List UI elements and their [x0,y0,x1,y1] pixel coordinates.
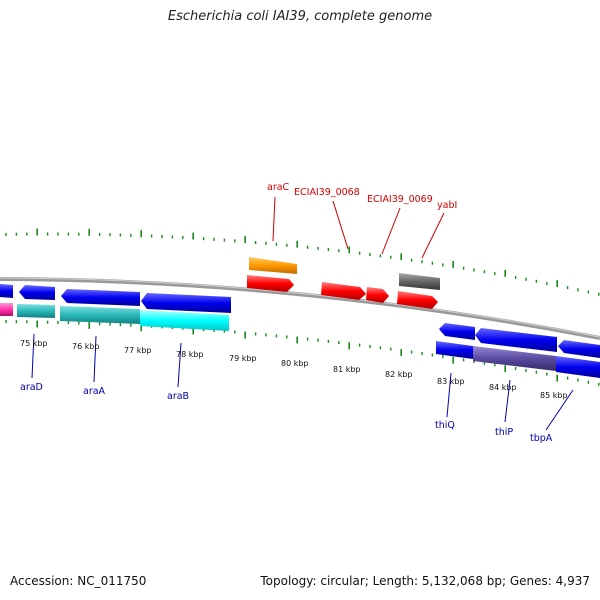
bottom-tick-track [5,320,600,386]
araa-label-connector [93,335,97,383]
cds-arab-cyan[interactable] [140,310,229,331]
top-tick-track [5,228,600,296]
kbp-label: 76 kbp [72,342,100,351]
genome-backbone [0,277,600,340]
gene-eciai39-0069[interactable] [366,287,389,303]
cds-arad-teal[interactable] [17,304,55,318]
kbp-label: 81 kbp [333,365,361,374]
cds-thip-purple[interactable] [473,346,556,371]
gene-yabi-cds[interactable] [397,291,438,309]
label-arad[interactable]: araD [20,382,43,393]
cds-pink[interactable] [0,303,13,316]
label-thiq[interactable]: thiQ [435,420,455,431]
kbp-label: 80 kbp [281,359,309,368]
gene-arab-blue[interactable] [141,293,231,313]
map-title: Escherichia coli IAI39, complete genome [167,9,433,24]
gene-arac-cds[interactable] [247,275,294,292]
gene-tbpa-blue[interactable] [558,340,600,358]
label-arab[interactable]: araB [167,391,189,402]
label-eciai39-0068[interactable]: ECIAI39_0068 [294,187,360,198]
yabi-label-connector [421,212,445,259]
cds-araa-teal[interactable] [60,306,140,324]
gene-left-edge-blue[interactable] [0,284,13,298]
accession-label: Accession: NC_011750 [10,574,147,588]
cds-tbpa-blue[interactable] [556,356,600,378]
kbp-label: 82 kbp [385,370,413,379]
arac-label-connector [272,196,276,242]
tbpa-label-connector [545,389,574,431]
arab-label-connector [177,342,182,388]
gene-eciai39-0068[interactable] [321,282,366,300]
label-tbpa[interactable]: tbpA [530,433,553,444]
gene-thip-blue[interactable] [475,328,557,352]
thip-label-connector [504,379,511,423]
kbp-label: 85 kbp [540,391,568,400]
kbp-label: 84 kbp [489,383,517,392]
arad-label-connector [31,333,35,379]
cds-thiq-blue[interactable] [436,341,473,359]
genome-summary: Topology: circular; Length: 5,132,068 bp… [260,574,590,588]
thiq-label-connector [446,372,452,418]
label-thip[interactable]: thiP [495,427,513,438]
kbp-label: 78 kbp [176,350,204,359]
eciai39-0068-label-connector [332,200,349,250]
kbp-label: 75 kbp [20,339,48,348]
gene-araa-blue[interactable] [61,289,140,306]
label-araa[interactable]: araA [83,386,106,397]
genome-backbone-highlight [0,277,600,338]
kbp-label: 79 kbp [229,354,257,363]
label-yabi[interactable]: yabI [437,200,457,211]
label-eciai39-0069[interactable]: ECIAI39_0069 [367,194,433,205]
label-arac[interactable]: araC [267,182,290,193]
kbp-label: 83 kbp [437,377,465,386]
gene-yabi[interactable] [399,273,440,290]
gene-arad-blue[interactable] [19,285,55,300]
gene-arac[interactable] [249,257,297,274]
eciai39-0069-label-connector [381,207,401,255]
kbp-label: 77 kbp [124,346,152,355]
gene-thiq-blue[interactable] [439,323,475,340]
